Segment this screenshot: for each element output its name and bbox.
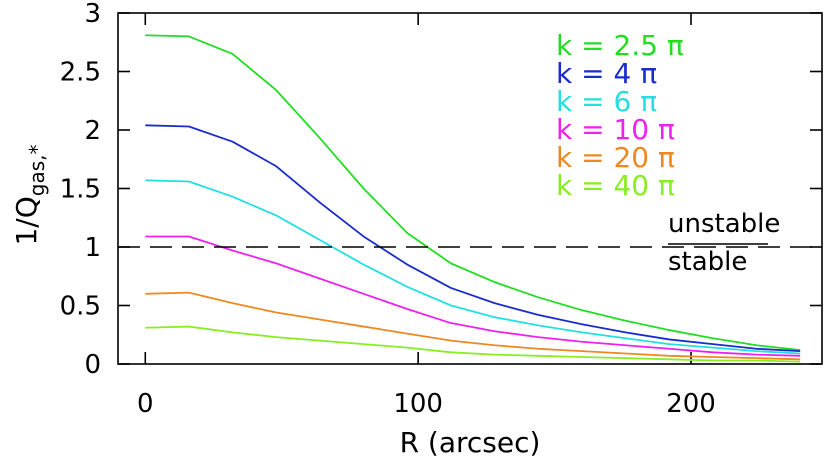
x-tick-label: 200 [666, 389, 716, 419]
y-tick-label: 1.5 [60, 175, 101, 205]
legend-entry: k = 20 π [556, 141, 675, 174]
x-tick-label: 100 [393, 389, 443, 419]
y-axis-ticks: 0 0.5 1 1.5 2 2.5 3 [60, 0, 822, 380]
series-line-3 [145, 179, 801, 355]
legend-entry: k = 10 π [556, 113, 675, 146]
y-axis-label: 1/Qgas,* [10, 144, 49, 245]
y-tick-label: 2 [84, 116, 101, 146]
y-tick-label: 2.5 [60, 58, 101, 88]
stable-label: stable [668, 247, 747, 277]
unstable-label: unstable [668, 209, 780, 239]
y-tick-label: 3 [84, 0, 101, 29]
y-axis-label-subscript: gas,* [25, 144, 49, 196]
legend-entry: k = 2.5 π [556, 29, 684, 62]
y-tick-label: 0.5 [60, 292, 101, 322]
x-tick-label: 0 [137, 389, 154, 419]
x-axis-ticks: 0 100 200 [137, 13, 716, 419]
series-line-5 [145, 291, 801, 361]
legend: k = 2.5 πk = 4 πk = 6 πk = 10 πk = 20 πk… [556, 29, 684, 202]
series-line-1 [145, 34, 801, 351]
legend-entry: k = 40 π [556, 169, 675, 202]
legend-entry: k = 4 π [556, 57, 657, 90]
y-axis-label-main: 1/Q [10, 196, 43, 245]
series-line-6 [145, 325, 801, 363]
series-line-2 [145, 124, 801, 353]
x-axis-label: R (arcsec) [400, 426, 541, 459]
y-tick-label: 0 [84, 350, 101, 380]
legend-entry: k = 6 π [556, 85, 657, 118]
series-layer [145, 34, 801, 363]
y-tick-label: 1 [84, 233, 101, 263]
series-line-4 [145, 235, 801, 357]
